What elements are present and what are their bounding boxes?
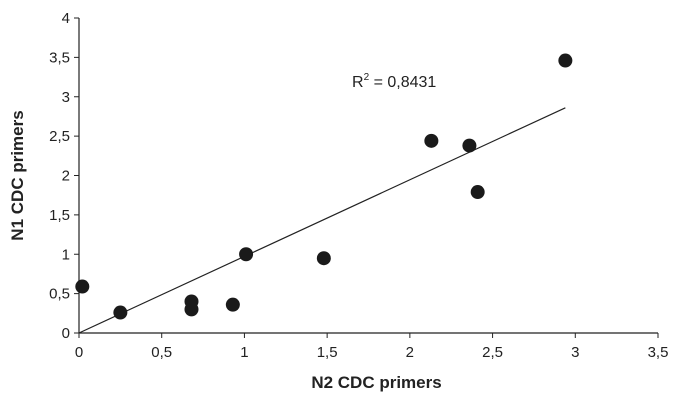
x-tick-label: 0,5 (151, 344, 172, 361)
x-tick-label: 3,5 (648, 344, 669, 361)
y-tick-label: 3,5 (49, 49, 70, 66)
data-point (75, 279, 90, 294)
x-tick-label: 3 (571, 344, 579, 361)
y-tick-label: 2 (62, 168, 70, 185)
x-axis-title: N2 CDC primers (311, 373, 441, 392)
data-points (75, 53, 573, 320)
data-point (462, 138, 477, 153)
r-squared-annotation: R2 = 0,8431 (352, 72, 436, 91)
data-point (184, 294, 199, 309)
r-squared-prefix: R (352, 74, 364, 91)
x-tick-label: 0 (75, 344, 83, 361)
data-point (113, 305, 128, 320)
y-tick-label: 2,5 (49, 128, 70, 145)
y-tick-label: 1,5 (49, 207, 70, 224)
y-tick-labels: 0 0,5 1 1,5 2 2,5 3 3,5 4 (49, 10, 79, 342)
trendline (78, 107, 566, 334)
y-tick-label: 3 (62, 89, 70, 106)
data-point (225, 297, 240, 312)
data-point (424, 133, 439, 148)
x-tick-label: 2,5 (482, 344, 503, 361)
y-tick-label: 0,5 (49, 286, 70, 303)
data-point (558, 53, 573, 68)
y-axis-title: N1 CDC primers (8, 110, 27, 240)
x-tick-label: 1 (240, 344, 248, 361)
r-squared-exponent: 2 (364, 72, 370, 83)
data-point (316, 251, 331, 266)
axes (78, 18, 658, 334)
x-tick-label: 2 (406, 344, 414, 361)
data-point (239, 247, 254, 262)
x-tick-labels: 0 0,5 1 1,5 2 2,5 3 3,5 (75, 333, 669, 361)
y-tick-label: 1 (62, 246, 70, 263)
r-squared-value: = 0,8431 (369, 74, 436, 91)
y-tick-label: 0 (62, 325, 70, 342)
y-tick-label: 4 (62, 10, 70, 27)
data-point (470, 185, 485, 200)
x-tick-label: 1,5 (317, 344, 338, 361)
